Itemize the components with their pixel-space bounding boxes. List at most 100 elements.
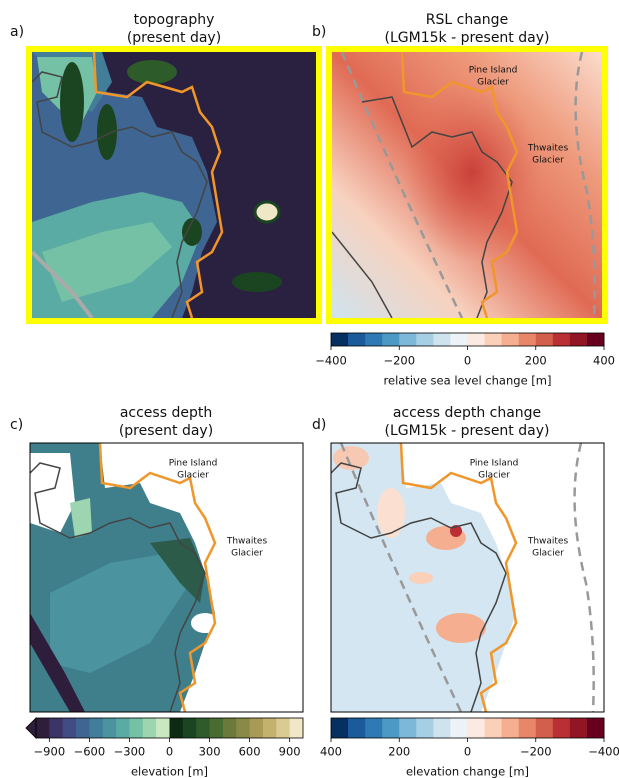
panel-label: c) xyxy=(10,417,23,433)
colorbar-tick-label: −600 xyxy=(74,745,106,759)
colorbar-swatch xyxy=(399,333,417,346)
colorbar-swatch xyxy=(502,333,520,346)
terrain xyxy=(127,60,177,84)
colorbar-swatch xyxy=(519,333,537,346)
colorbar-swatch xyxy=(450,333,468,346)
colorbar-swatch xyxy=(502,718,520,738)
colorbar-swatch xyxy=(570,333,588,346)
colorbar-swatch xyxy=(290,718,304,738)
colorbar-swatch xyxy=(485,718,503,738)
colorbar-tick-label: 300 xyxy=(199,745,221,759)
colorbar-swatch xyxy=(36,718,50,738)
colorbar-swatch xyxy=(587,333,605,346)
colorbar-tick-label: −200 xyxy=(520,745,552,759)
annotation: Glacier xyxy=(478,471,510,481)
map-access-depth-change xyxy=(331,443,604,712)
panel-title: topography xyxy=(134,12,215,28)
colorbar-label: elevation [m] xyxy=(131,765,208,778)
colorbar-swatch xyxy=(103,718,117,738)
colorbar-tick-label: 200 xyxy=(388,745,410,759)
colorbar-swatch xyxy=(129,718,143,738)
change-field xyxy=(436,613,486,643)
map-topography xyxy=(29,49,319,321)
annotation: Glacier xyxy=(532,156,564,166)
colorbar-swatch xyxy=(63,718,77,738)
panel-title: access depth xyxy=(120,405,212,421)
colorbar-swatch xyxy=(76,718,90,738)
annotation: Pine Island xyxy=(469,66,518,76)
colorbar-swatch xyxy=(450,718,468,738)
map-access-depth xyxy=(30,443,303,712)
annotation: Glacier xyxy=(532,549,564,559)
colorbar-swatch xyxy=(382,718,400,738)
colorbar-tick-label: 400 xyxy=(320,745,342,759)
colorbar-tick-label: −200 xyxy=(383,354,415,368)
change-field xyxy=(409,572,433,584)
colorbar-swatch xyxy=(250,718,264,738)
panel-title: access depth change xyxy=(393,405,541,421)
colorbar-swatch xyxy=(485,333,503,346)
annotation: Glacier xyxy=(177,471,209,481)
colorbar-swatch xyxy=(196,718,210,738)
annotation: Glacier xyxy=(477,78,509,88)
colorbar-swatch xyxy=(468,333,486,346)
colorbar-swatch xyxy=(210,718,224,738)
colorbar-swatch xyxy=(331,718,349,738)
annotation: Thwaites xyxy=(527,144,569,154)
colorbar-swatch xyxy=(433,718,451,738)
colorbar-swatch xyxy=(143,718,157,738)
colorbar-swatch xyxy=(416,718,434,738)
terrain xyxy=(232,272,282,292)
colorbar-swatch xyxy=(223,718,237,738)
figure: a) topography (present day) b) RSL chang… xyxy=(0,0,619,778)
colorbar-swatch xyxy=(89,718,103,738)
colorbar-tick-label: 0 xyxy=(166,745,173,759)
colorbar-swatch xyxy=(236,718,250,738)
annotation: Glacier xyxy=(231,549,263,559)
colorbar-swatch xyxy=(365,718,383,738)
colorbar-swatch xyxy=(348,333,366,346)
colorbar-swatch xyxy=(468,718,486,738)
panel-title: (present day) xyxy=(127,30,221,46)
colorbar-tick-label: −400 xyxy=(315,354,347,368)
panel-title: RSL change xyxy=(426,12,508,28)
terrain xyxy=(60,62,84,142)
annotation: Pine Island xyxy=(169,459,218,469)
colorbar-swatch xyxy=(382,333,400,346)
change-field xyxy=(377,488,405,538)
colorbar-swatch xyxy=(519,718,537,738)
colorbar-swatch xyxy=(536,718,554,738)
colorbar-tick-label: 400 xyxy=(593,354,615,368)
annotation: Thwaites xyxy=(527,537,569,547)
colorbar-swatch xyxy=(365,333,383,346)
colorbar-tick-label: 900 xyxy=(279,745,301,759)
colorbar-swatch xyxy=(416,333,434,346)
colorbar-swatch xyxy=(553,718,571,738)
colorbar-label: relative sea level change [m] xyxy=(384,374,552,388)
colorbar-swatch xyxy=(587,718,605,738)
terrain xyxy=(255,202,279,222)
colorbar-swatch xyxy=(183,718,197,738)
colorbar-tick-label: 0 xyxy=(464,745,471,759)
panel-label: d) xyxy=(312,417,326,433)
colorbar-tick-label: −400 xyxy=(588,745,619,759)
colorbar-swatch xyxy=(49,718,63,738)
panel-title: (LGM15k - present day) xyxy=(385,423,550,439)
panel-label: a) xyxy=(10,24,24,40)
colorbar-swatch xyxy=(170,718,184,738)
colorbar-swatch xyxy=(570,718,588,738)
annotation: Thwaites xyxy=(226,537,268,547)
colorbar-swatch xyxy=(331,333,349,346)
colorbar-tick-label: 200 xyxy=(525,354,547,368)
panel-title: (LGM15k - present day) xyxy=(385,30,550,46)
annotation: Pine Island xyxy=(470,459,519,469)
colorbar-extension xyxy=(26,718,36,738)
colorbar-swatch xyxy=(116,718,130,738)
map-rsl-change xyxy=(329,49,605,321)
colorbar-tick-label: 600 xyxy=(239,745,261,759)
colorbar-swatch xyxy=(433,333,451,346)
colorbar-swatch xyxy=(263,718,277,738)
colorbar-swatch xyxy=(276,718,290,738)
colorbar-swatch xyxy=(156,718,170,738)
panel-label: b) xyxy=(312,24,326,40)
